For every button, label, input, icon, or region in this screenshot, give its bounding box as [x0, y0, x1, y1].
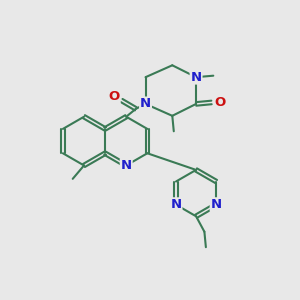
Text: O: O — [214, 96, 226, 109]
Text: N: N — [211, 198, 222, 211]
Text: N: N — [170, 198, 182, 211]
Text: N: N — [190, 71, 202, 84]
Text: O: O — [109, 90, 120, 104]
Text: N: N — [140, 98, 151, 110]
Text: N: N — [121, 159, 132, 172]
